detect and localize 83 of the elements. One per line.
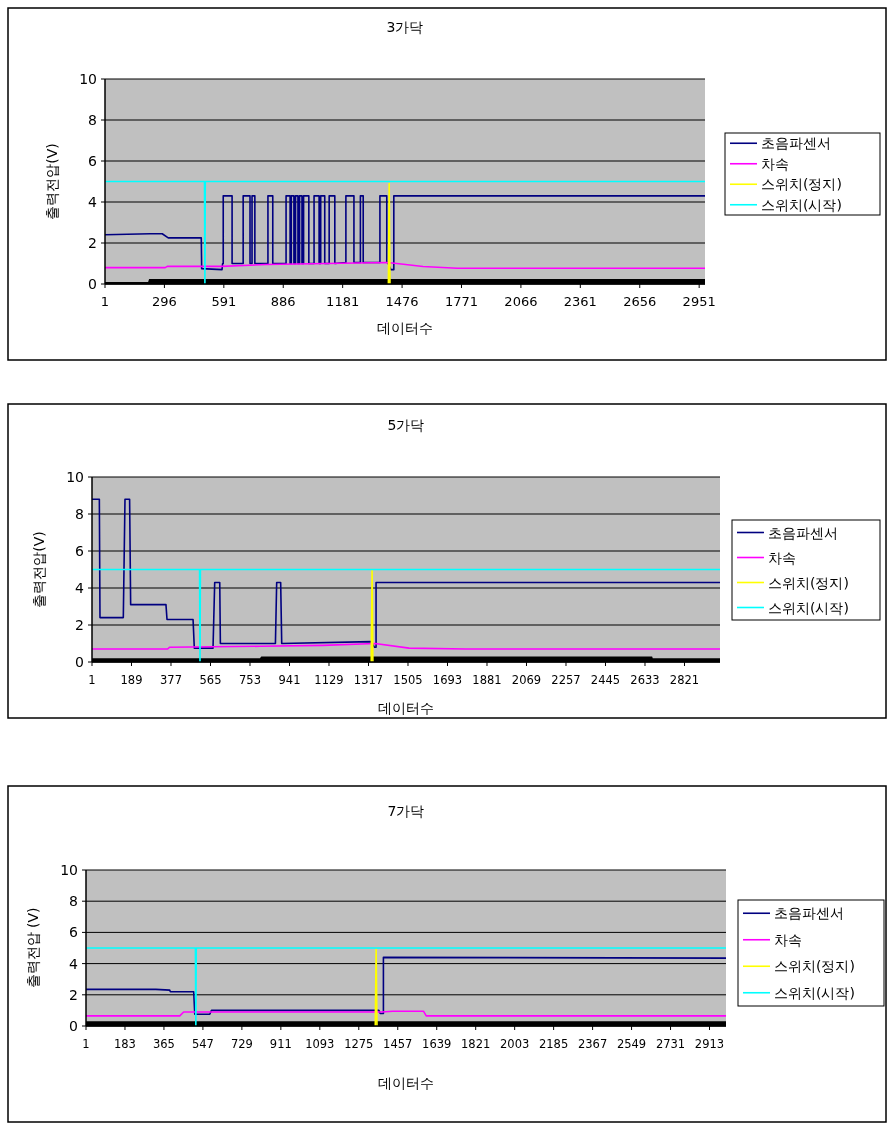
legend-label: 초음파센서 xyxy=(761,135,831,152)
x-tick-label: 2069 xyxy=(511,673,542,687)
x-tick-label: 1881 xyxy=(472,673,502,687)
x-tick-label: 1129 xyxy=(314,673,344,687)
x-tick-label: 1639 xyxy=(422,1037,452,1051)
x-tick-label: 296 xyxy=(152,294,177,309)
x-tick-label: 1 xyxy=(88,673,96,687)
x-tick-label: 2656 xyxy=(623,294,657,309)
x-tick-label: 1181 xyxy=(326,294,360,309)
x-tick-label: 2821 xyxy=(669,673,700,687)
y-axis-title: 출력전압(V) xyxy=(44,143,60,220)
y-tick-label: 6 xyxy=(88,153,98,169)
x-tick-label: 1505 xyxy=(393,673,423,687)
y-axis-title: 출력전압(V) xyxy=(31,531,47,608)
x-tick-label: 2066 xyxy=(504,294,538,309)
y-tick-label: 4 xyxy=(69,955,79,972)
x-tick-label: 2361 xyxy=(563,294,597,309)
legend-label: 차속 xyxy=(774,931,802,948)
y-tick-label: 0 xyxy=(88,276,97,292)
y-tick-label: 0 xyxy=(75,654,84,670)
x-tick-label: 565 xyxy=(199,673,222,687)
x-tick-label: 941 xyxy=(278,673,301,687)
x-tick-label: 591 xyxy=(211,294,237,309)
x-tick-label: 1317 xyxy=(353,673,384,687)
x-tick-label: 377 xyxy=(160,673,182,687)
x-tick-label: 2549 xyxy=(616,1037,647,1051)
x-tick-label: 2951 xyxy=(682,294,716,309)
y-tick-label: 0 xyxy=(69,1018,78,1034)
x-tick-label: 365 xyxy=(152,1037,175,1051)
x-tick-label: 1457 xyxy=(383,1037,413,1051)
chart-title: 3가닥 xyxy=(386,19,424,35)
x-tick-label: 183 xyxy=(113,1037,136,1051)
x-axis-title: 데이터수 xyxy=(378,1075,434,1091)
x-tick-label: 1821 xyxy=(461,1037,491,1051)
legend-label: 차속 xyxy=(761,155,789,172)
y-tick-label: 2 xyxy=(88,235,97,251)
x-tick-label: 547 xyxy=(191,1037,214,1051)
legend-label: 스위치(정지) xyxy=(774,958,855,975)
legend-label: 스위치(정지) xyxy=(768,574,849,591)
x-tick-label: 729 xyxy=(230,1037,253,1051)
y-tick-label: 6 xyxy=(69,924,79,941)
x-tick-label: 886 xyxy=(270,294,296,309)
x-tick-label: 1476 xyxy=(385,294,419,309)
legend-label: 스위치(정지) xyxy=(761,176,842,193)
y-tick-label: 6 xyxy=(75,543,85,559)
legend-label: 스위치(시작) xyxy=(774,984,855,1001)
x-tick-label: 1693 xyxy=(432,673,463,687)
y-tick-label: 4 xyxy=(75,580,85,596)
y-tick-label: 2 xyxy=(75,617,84,633)
legend-label: 초음파센서 xyxy=(768,524,838,541)
x-tick-label: 753 xyxy=(239,673,261,687)
x-tick-label: 189 xyxy=(120,673,143,687)
x-tick-label: 2257 xyxy=(551,673,581,687)
x-tick-label: 2367 xyxy=(577,1037,608,1051)
y-tick-label: 8 xyxy=(88,112,97,128)
chart-title: 7가닥 xyxy=(387,803,425,819)
chart-title: 5가닥 xyxy=(387,417,425,433)
y-tick-label: 4 xyxy=(88,194,98,210)
legend-label: 스위치(시작) xyxy=(768,599,849,616)
legend-label: 초음파센서 xyxy=(774,905,844,922)
x-tick-label: 911 xyxy=(269,1037,292,1051)
y-tick-label: 2 xyxy=(69,986,78,1003)
x-tick-label: 2731 xyxy=(655,1037,686,1051)
legend-label: 차속 xyxy=(768,549,796,566)
x-tick-label: 2633 xyxy=(630,673,660,687)
x-tick-label: 1093 xyxy=(305,1037,335,1051)
y-tick-label: 8 xyxy=(75,506,84,522)
y-tick-label: 10 xyxy=(60,862,78,878)
y-tick-label: 10 xyxy=(66,469,84,485)
x-tick-label: 1 xyxy=(82,1037,90,1051)
y-tick-label: 10 xyxy=(79,71,97,87)
x-tick-label: 1275 xyxy=(344,1037,374,1051)
x-tick-label: 1771 xyxy=(444,294,479,309)
x-axis-title: 데이터수 xyxy=(378,700,434,716)
x-tick-label: 2003 xyxy=(500,1037,530,1051)
x-axis-title: 데이터수 xyxy=(377,320,433,336)
y-axis-title: 출력전압 (V) xyxy=(25,907,41,989)
x-tick-label: 2913 xyxy=(694,1037,725,1051)
x-tick-label: 1 xyxy=(100,294,110,309)
legend-label: 스위치(시작) xyxy=(761,196,842,213)
y-tick-label: 8 xyxy=(69,893,78,910)
x-tick-label: 2185 xyxy=(538,1037,569,1051)
x-tick-label: 2445 xyxy=(590,673,621,687)
